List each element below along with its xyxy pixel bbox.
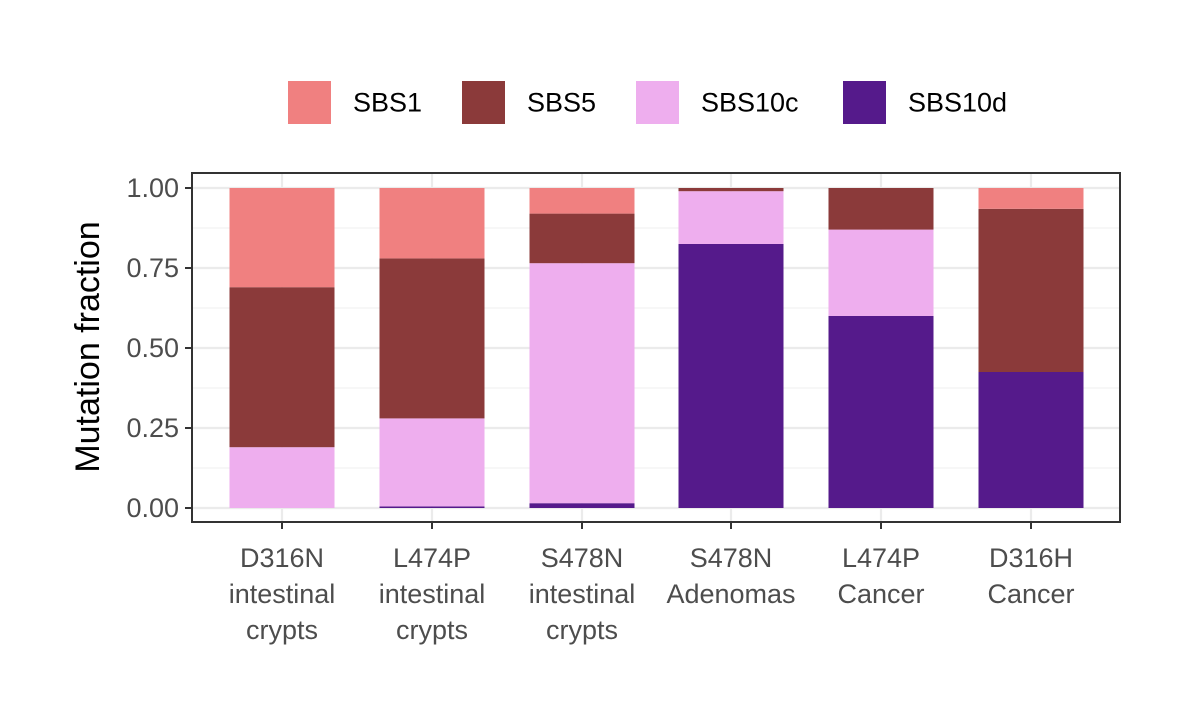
- x-tick-label-line: crypts: [396, 615, 468, 645]
- legend-label-sbs10c: SBS10c: [701, 88, 799, 118]
- x-tick-label-line: intestinal: [529, 579, 636, 609]
- bar-segment-sbs10c: [828, 229, 934, 316]
- x-tick-label-line: D316N: [240, 543, 324, 573]
- x-tick-label-line: L474P: [393, 543, 471, 573]
- bar-segment-sbs10d: [678, 244, 784, 508]
- x-tick-label-line: Cancer: [987, 579, 1074, 609]
- x-tick-label-line: crypts: [546, 615, 618, 645]
- x-tick-label-line: Cancer: [837, 579, 924, 609]
- x-tick-label: D316N intestinal crypts: [229, 543, 336, 645]
- legend-label-sbs10d: SBS10d: [908, 88, 1007, 118]
- bar-segment-sbs5: [828, 188, 934, 230]
- bar-segment-sbs10c: [379, 418, 485, 507]
- x-tick-label: D316H Cancer: [987, 543, 1074, 609]
- bar-segment-sbs5: [529, 213, 635, 264]
- legend-label-sbs5: SBS5: [527, 88, 596, 118]
- y-tick-label: 1.00: [126, 173, 179, 203]
- y-axis-title: Mutation fraction: [69, 221, 107, 472]
- y-tick-label: 0.75: [126, 253, 179, 283]
- x-tick-label-line: S478N: [690, 543, 773, 573]
- x-tick-label-line: D316H: [989, 543, 1073, 573]
- bar-segment-sbs5: [978, 208, 1084, 372]
- y-tick-label: 0.50: [126, 333, 179, 363]
- bar-segment-sbs10d: [379, 506, 485, 508]
- legend-key-sbs1: [288, 81, 331, 124]
- x-tick-label-line: crypts: [246, 615, 318, 645]
- x-tick-label: L474P intestinal crypts: [379, 543, 486, 645]
- bar-segment-sbs1: [529, 188, 635, 214]
- bar-segment-sbs5: [678, 188, 784, 192]
- bar-segment-sbs10c: [678, 191, 784, 244]
- x-tick-label-line: L474P: [842, 543, 920, 573]
- bar-segment-sbs5: [379, 258, 485, 419]
- bar-segment-sbs10d: [828, 316, 934, 508]
- y-tick-label: 0.25: [126, 413, 179, 443]
- bar-segment-sbs10c: [529, 263, 635, 504]
- x-axis: D316N intestinal crypts L474P intestinal cryp…: [229, 522, 1075, 645]
- legend-key-sbs10d: [843, 81, 886, 124]
- bar-segment-sbs10c: [229, 447, 335, 508]
- x-tick-label: S478N intestinal crypts: [529, 543, 636, 645]
- x-tick-label-line: Adenomas: [666, 579, 795, 609]
- x-tick-label: S478N Adenomas: [666, 543, 795, 609]
- bars: [229, 188, 1084, 508]
- x-tick-label-line: intestinal: [229, 579, 336, 609]
- legend-key-sbs10c: [636, 81, 679, 124]
- bar-segment-sbs10d: [529, 503, 635, 508]
- y-tick-label: 0.00: [126, 493, 179, 523]
- legend: SBS1 SBS5 SBS10c SBS10d: [288, 81, 1007, 124]
- bar-segment-sbs1: [379, 188, 485, 259]
- legend-key-sbs5: [462, 81, 505, 124]
- x-tick-label-line: S478N: [541, 543, 624, 573]
- x-tick-label-line: intestinal: [379, 579, 486, 609]
- bar-segment-sbs1: [978, 188, 1084, 209]
- x-tick-label: L474P Cancer: [837, 543, 924, 609]
- bar-segment-sbs10d: [978, 372, 1084, 508]
- y-axis: 0.00 0.25 0.50 0.75 1.00: [126, 173, 192, 523]
- bar-segment-sbs1: [229, 188, 335, 288]
- legend-label-sbs1: SBS1: [353, 88, 422, 118]
- bar-segment-sbs5: [229, 287, 335, 448]
